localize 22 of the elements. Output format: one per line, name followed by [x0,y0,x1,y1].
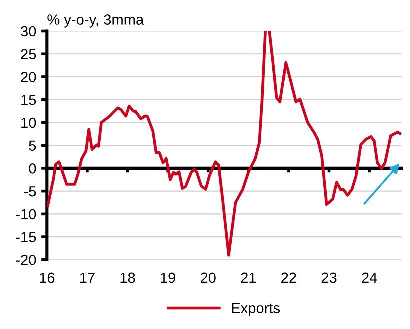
y-tick-label: 0 [29,164,36,174]
y-tick-label: -20 [16,255,36,266]
y-tick-label: 30 [21,26,36,37]
y-tick-label: 25 [21,49,36,60]
y-tick-label: -5 [24,186,36,197]
y-tick-label: -10 [16,209,36,220]
legend-label: Exports [232,303,280,316]
x-tick-label: 24 [362,272,378,283]
y-tick-label: 15 [22,95,36,106]
x-tick-label: 19 [161,272,176,284]
x-tick-label: 22 [282,272,296,283]
x-tick-label: 18 [120,272,136,284]
y-tick-label: 20 [21,72,36,82]
y-tick-label: -15 [16,232,36,242]
x-tick-label: 16 [40,272,55,284]
y-tick-label: 10 [22,118,36,128]
y-axis-title: % y-o-y, 3mma [48,14,144,28]
x-tick-label: 17 [80,272,95,283]
x-tick-label: 20 [200,272,216,284]
x-tick-label: 23 [322,272,337,284]
x-tick-label: 21 [241,272,256,283]
y-tick-label: 5 [29,140,36,152]
